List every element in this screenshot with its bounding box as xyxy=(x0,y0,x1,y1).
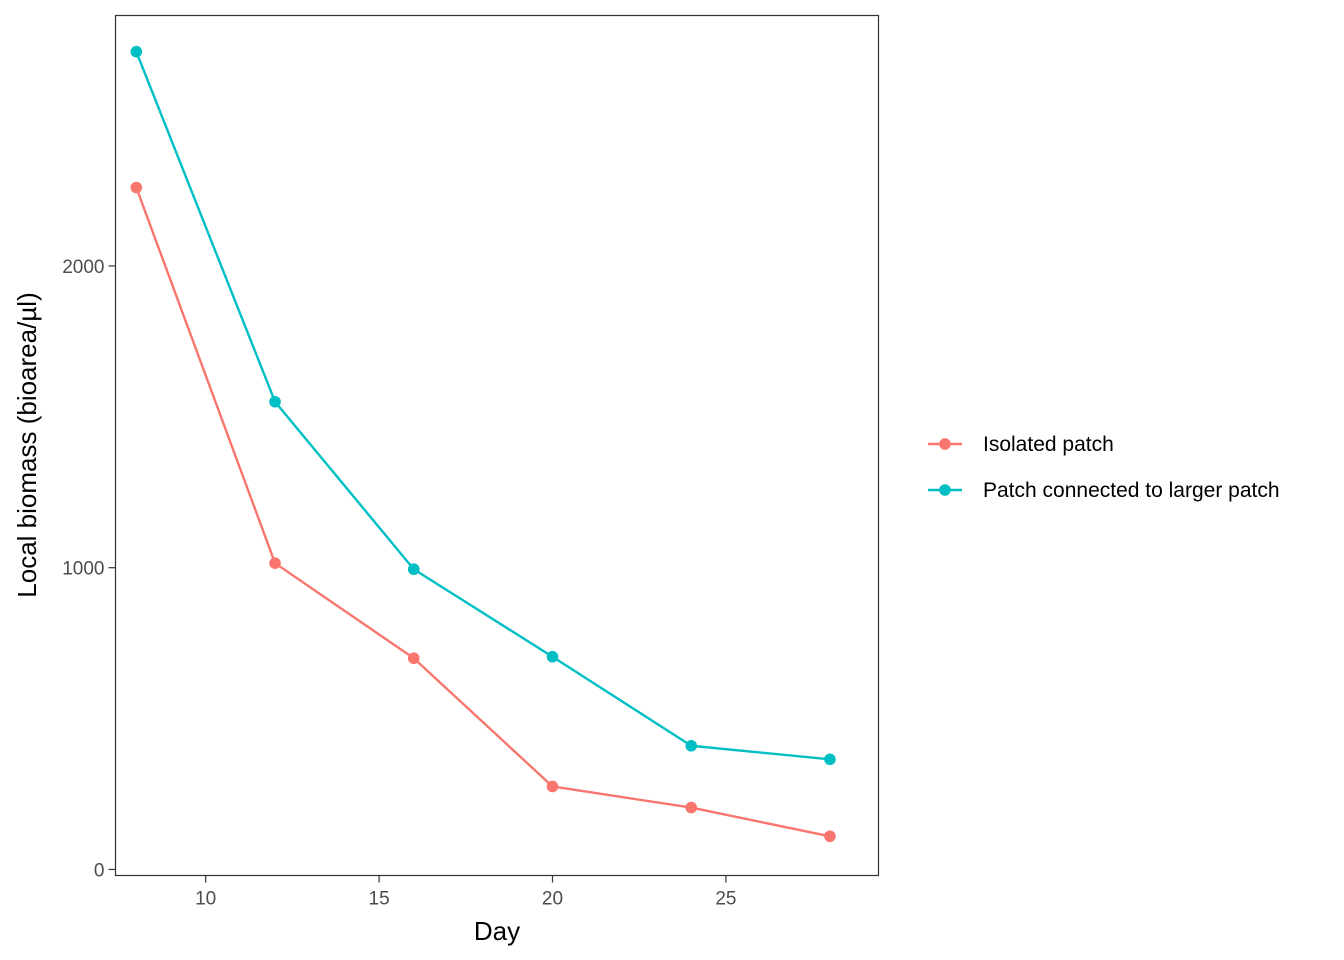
series-line-1 xyxy=(135,51,831,761)
data-point xyxy=(269,395,281,408)
x-tick-label: 10 xyxy=(195,889,216,910)
x-axis: 10 15 20 25 xyxy=(195,875,736,910)
legend-item: Patch connected to larger patch xyxy=(928,479,1280,502)
data-point xyxy=(407,563,420,576)
legend-key-point xyxy=(939,484,951,496)
data-point xyxy=(685,739,698,752)
data-point xyxy=(130,45,143,58)
y-tick-label: 2000 xyxy=(62,257,104,278)
y-axis: 0 1000 2000 xyxy=(62,257,116,881)
data-point xyxy=(546,650,559,663)
data-point xyxy=(546,780,559,793)
data-point xyxy=(685,801,698,814)
plot-panel-border xyxy=(114,14,880,877)
legend-item: Isolated patch xyxy=(928,433,1114,456)
data-point xyxy=(130,181,143,194)
x-tick-label: 20 xyxy=(542,889,563,910)
data-point xyxy=(269,557,281,569)
legend-label: Isolated patch xyxy=(983,433,1114,456)
legend: Isolated patch Patch connected to larger … xyxy=(928,433,1280,502)
legend-key-point xyxy=(939,438,951,450)
y-axis-title: Local biomass (bioarea/µl) xyxy=(12,292,42,597)
series-line-0 xyxy=(135,187,831,838)
data-point xyxy=(824,830,836,843)
x-tick-label: 25 xyxy=(715,889,736,910)
data-point xyxy=(824,753,836,766)
series-layer xyxy=(130,45,836,843)
x-axis-title: Day xyxy=(474,916,520,946)
data-point xyxy=(407,652,420,665)
y-tick-label: 0 xyxy=(94,860,105,881)
x-tick-label: 15 xyxy=(369,889,390,910)
y-tick-label: 1000 xyxy=(62,559,104,580)
legend-label: Patch connected to larger patch xyxy=(983,479,1280,502)
